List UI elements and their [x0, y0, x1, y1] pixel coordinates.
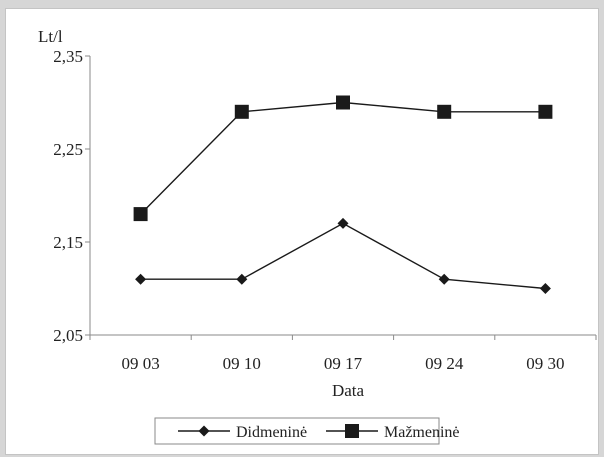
- x-tick-label: 09 17: [324, 354, 363, 373]
- legend-label: Didmeninė: [236, 424, 307, 441]
- diamond-marker: [135, 273, 147, 285]
- y-tick-label: 2,15: [53, 233, 83, 252]
- tick-labels: 2,05 2,15 2,25 2,35 09 03 09 10 09 17 09 24 09 3…: [53, 47, 564, 373]
- legend-label: Mažmeninė: [384, 424, 460, 441]
- series-didmenine: [135, 217, 551, 294]
- y-tick-label: 2,35: [53, 47, 83, 66]
- series-line: [140, 101, 546, 215]
- x-tick-label: 09 24: [425, 354, 464, 373]
- x-axis-label: Data: [332, 381, 365, 400]
- diamond-marker: [438, 273, 450, 285]
- diamond-marker: [539, 283, 551, 294]
- square-marker: [133, 207, 148, 222]
- x-tick-label: 09 03: [121, 354, 159, 373]
- series: [133, 95, 553, 294]
- x-tick-label: 09 30: [526, 354, 564, 373]
- diamond-marker: [236, 273, 248, 285]
- legend: Didmeninė Mažmeninė: [154, 417, 460, 445]
- x-tick-label: 09 10: [223, 354, 261, 373]
- chart-panel: 2,05 2,15 2,25 2,35 09 03 09 10 09 17 09 24 09 3…: [5, 8, 599, 455]
- series-line: [140, 222, 546, 290]
- square-marker: [336, 95, 350, 110]
- diamond-marker: [337, 217, 349, 229]
- square-marker: [234, 104, 249, 119]
- line-chart: 2,05 2,15 2,25 2,35 09 03 09 10 09 17 09 24 09 3…: [38, 27, 597, 445]
- square-marker: [345, 424, 359, 438]
- square-marker: [538, 104, 553, 119]
- axes: [85, 55, 597, 340]
- y-tick-label: 2,25: [53, 140, 83, 159]
- y-tick-label: 2,05: [53, 326, 83, 345]
- series-mazmenine: [133, 95, 553, 222]
- square-marker: [437, 104, 452, 119]
- y-axis-label: Lt/l: [38, 27, 63, 46]
- diamond-marker: [198, 425, 210, 437]
